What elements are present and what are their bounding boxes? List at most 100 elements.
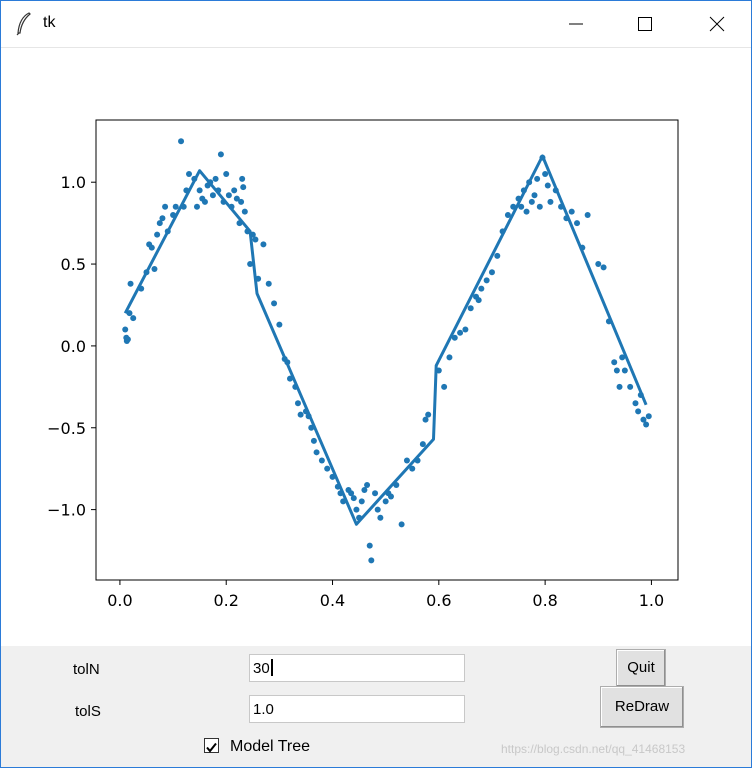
scatter-point — [398, 521, 405, 528]
scatter-point — [446, 354, 453, 361]
scatter-point — [441, 383, 448, 390]
scatter-point — [544, 182, 551, 189]
scatter-point — [377, 514, 384, 521]
minimize-button[interactable] — [553, 1, 599, 47]
scatter-point — [122, 326, 129, 333]
title-bar[interactable]: tk — [1, 1, 751, 48]
scatter-point — [252, 236, 259, 243]
scatter-point — [536, 203, 543, 210]
y-tick-label: 0.5 — [61, 255, 86, 274]
x-tick-label: 0.4 — [320, 591, 345, 610]
scatter-point — [635, 408, 642, 415]
plot-frame — [95, 119, 679, 581]
toln-label: tolN — [73, 661, 100, 678]
checkmark-icon — [206, 742, 217, 753]
scatter-point — [358, 498, 365, 505]
scatter-point — [457, 329, 464, 336]
model-tree-label: Model Tree — [230, 738, 311, 755]
y-tick-label: −1.0 — [47, 501, 86, 520]
scatter-point — [621, 367, 628, 374]
scatter-point — [374, 506, 381, 513]
scatter-point — [547, 198, 554, 205]
scatter-point — [531, 192, 538, 199]
scatter-point — [467, 305, 474, 312]
chart-svg: 0.0 0.2 0.4 0.6 0.8 1.0 1.0 0.5 0.0 −0.5 −1.0 — [47, 119, 679, 610]
scatter-point — [348, 490, 355, 497]
maximize-button[interactable] — [622, 1, 668, 47]
model-tree-line — [123, 154, 648, 526]
scatter-point — [409, 465, 416, 472]
y-tick-label: 0.0 — [61, 337, 86, 356]
scatter-point — [324, 465, 331, 472]
scatter-point — [178, 138, 185, 145]
scatter-point — [361, 486, 368, 493]
scatter-point — [534, 175, 541, 182]
scatter-point — [162, 203, 169, 210]
scatter-point — [350, 495, 357, 502]
scatter-point — [611, 359, 618, 366]
scatter-point — [151, 265, 158, 272]
scatter-point — [124, 336, 131, 343]
scatter-point — [201, 198, 208, 205]
quit-button[interactable]: Quit — [616, 649, 666, 687]
scatter-point — [627, 383, 634, 390]
scatter-point — [600, 264, 607, 271]
scatter-point — [241, 208, 248, 215]
scatter-point — [483, 277, 490, 284]
model-tree-checkbox[interactable] — [204, 738, 219, 753]
scatter-point — [159, 215, 166, 222]
x-tick-label: 0.6 — [426, 591, 451, 610]
scatter-point — [186, 171, 193, 178]
scatter-point — [172, 203, 179, 210]
toln-input[interactable]: 30 — [249, 654, 465, 682]
scatter-point — [368, 557, 375, 564]
scatter-point — [518, 203, 525, 210]
scatter-point — [425, 411, 432, 418]
feather-icon — [15, 12, 33, 36]
plot-canvas: 0.0 0.2 0.4 0.6 0.8 1.0 1.0 0.5 0.0 −0.5 −1.0 — [1, 48, 751, 646]
scatter-point — [595, 261, 602, 268]
toln-value: 30 — [253, 660, 270, 677]
redraw-button[interactable]: ReDraw — [600, 686, 684, 728]
scatter-point — [126, 310, 133, 317]
scatter-point — [488, 269, 495, 276]
scatter-point — [231, 187, 238, 194]
scatter-point — [217, 151, 224, 158]
x-tick-label: 0.8 — [532, 591, 557, 610]
scatter-point — [504, 211, 511, 218]
scatter-point — [209, 192, 216, 199]
scatter-point — [260, 241, 267, 248]
scatter-point — [632, 400, 639, 407]
scatter-point — [382, 498, 389, 505]
scatter-point — [130, 315, 137, 322]
scatter-point — [297, 411, 304, 418]
control-panel: tolN 30 tolS 1.0 Quit ReDraw Model Tree … — [1, 646, 751, 767]
tols-input[interactable]: 1.0 — [249, 695, 465, 723]
y-tick-label: −0.5 — [47, 419, 86, 438]
scatter-point — [156, 220, 163, 227]
scatter-point — [127, 280, 134, 287]
scatter-point — [247, 261, 254, 268]
scatter-point — [645, 413, 652, 420]
scatter-point — [353, 506, 360, 513]
minimize-icon — [569, 23, 583, 25]
y-tick-label: 1.0 — [61, 173, 86, 192]
scatter-point — [616, 383, 623, 390]
scatter-point — [475, 297, 482, 304]
scatter-point — [238, 198, 245, 205]
scatter-point — [225, 192, 232, 199]
close-icon — [709, 16, 725, 32]
scatter-point — [223, 171, 230, 178]
scatter-point — [366, 542, 373, 549]
x-tick-label: 0.0 — [107, 591, 132, 610]
scatter-point — [387, 493, 394, 500]
scatter-point — [154, 231, 161, 238]
scatter-point — [451, 334, 458, 341]
close-button[interactable] — [694, 1, 740, 47]
scatter-point — [372, 490, 379, 497]
scatter-point — [239, 175, 246, 182]
scatter-point — [271, 300, 278, 307]
scatter-point — [462, 326, 469, 333]
scatter-point — [613, 367, 620, 374]
